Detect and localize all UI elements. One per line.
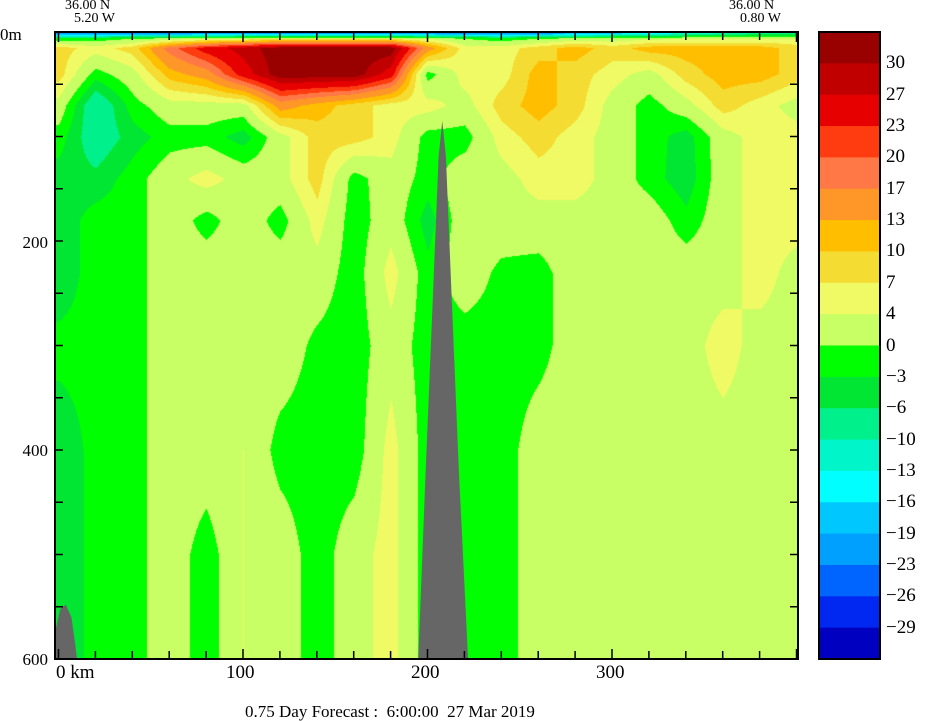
colorbar-swatch [819, 94, 880, 127]
colorbar-swatch [819, 63, 880, 96]
colorbar-label: 17 [886, 177, 905, 199]
y-tick-label-0: 0m [0, 25, 22, 44]
colorbar-label: −6 [886, 397, 907, 419]
x-tick-label-100: 100 [226, 662, 255, 683]
colorbar-label: 10 [886, 240, 905, 262]
colorbar-label: −19 [886, 522, 916, 544]
topography-seamount [418, 120, 469, 659]
y-tick-label-200: 200 [22, 233, 49, 252]
colorbar-label: −10 [886, 428, 916, 450]
right-latitude: 36.00 N [729, 0, 775, 13]
colorbar-swatch [819, 470, 880, 503]
left-latitude: 36.00 N [65, 0, 111, 13]
colorbar-label: 13 [886, 209, 905, 231]
y-tick-label-600: 600 [22, 650, 49, 669]
colorbar-label: −29 [886, 616, 916, 638]
colorbar-swatch [819, 157, 880, 190]
colorbar-swatch [819, 376, 880, 409]
y-tick-label-400: 400 [22, 441, 49, 460]
x-tick-label-0: 0 km [56, 662, 95, 683]
colorbar-label: −13 [886, 459, 916, 481]
colorbar-label: −23 [886, 553, 916, 575]
colorbar-swatch [819, 220, 880, 252]
colorbar-swatch [819, 502, 880, 535]
colorbar-label: 27 [886, 83, 905, 105]
colorbar-swatch [819, 564, 880, 597]
right-longitude: 0.80 W [740, 11, 781, 26]
left-longitude: 5.20 W [74, 11, 115, 26]
colorbar-swatch [819, 408, 880, 441]
colorbar-label: −3 [886, 365, 907, 387]
colorbar-label: 0 [886, 334, 896, 356]
colorbar-swatch [819, 345, 880, 378]
colorbar-swatch [819, 596, 880, 629]
x-tick-label-200: 200 [411, 662, 440, 683]
colorbar-label: 4 [886, 303, 896, 325]
colorbar-swatch [819, 314, 880, 346]
colorbar-swatch [819, 126, 880, 158]
colorbar-label: 23 [886, 115, 905, 137]
colorbar-swatch [819, 188, 880, 221]
colorbar-swatch [819, 32, 880, 64]
colorbar-label: 30 [886, 52, 905, 74]
colorbar-swatch [819, 251, 880, 284]
colorbar-label: 20 [886, 146, 905, 168]
colorbar-swatch [819, 627, 880, 660]
topography-left-slope [55, 604, 77, 659]
colorbar-swatch [819, 439, 880, 472]
colorbar-swatch [819, 533, 880, 566]
colorbar-label: −26 [886, 585, 916, 607]
colorbar-label: 7 [886, 271, 896, 293]
colorbar-swatch [819, 282, 880, 315]
colorbar-label: −16 [886, 491, 916, 513]
x-tick-label-300: 300 [596, 662, 625, 683]
forecast-title: 0.75 Day Forecast : 6:00:00 27 Mar 2019 [245, 702, 535, 721]
colorbar-frame [818, 31, 881, 660]
